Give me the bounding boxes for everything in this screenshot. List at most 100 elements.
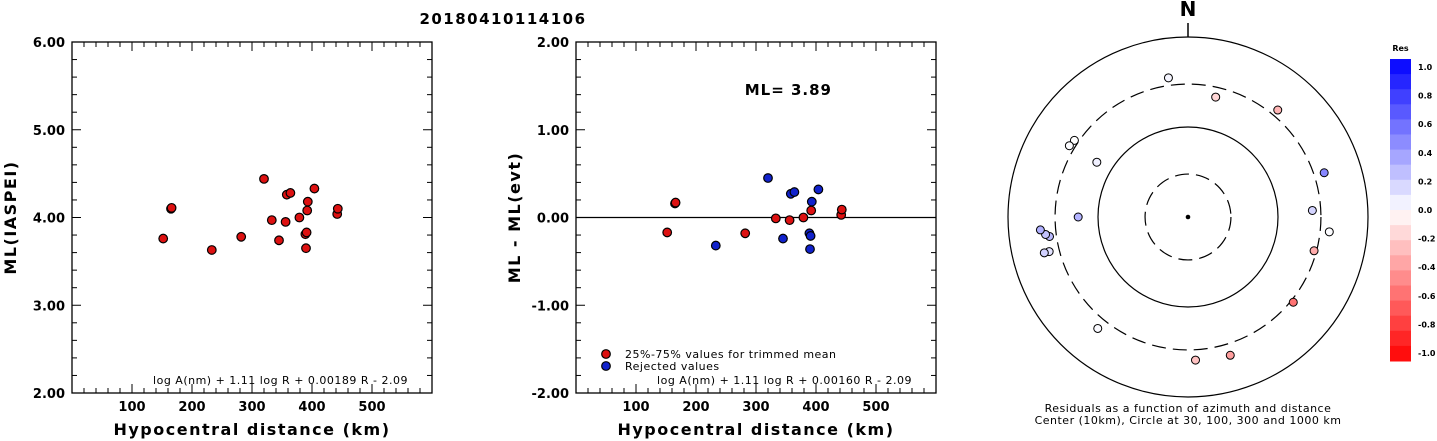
polar-caption-line1: Residuals as a function of azimuth and d… <box>1045 402 1332 415</box>
data-point <box>285 188 296 198</box>
y-axis-label: ML - ML(evt) <box>505 152 524 284</box>
y-tick-label: 2.00 <box>537 36 569 51</box>
colorbar-segment <box>1390 119 1411 135</box>
colorbar-segment <box>1390 74 1411 90</box>
residual-point <box>1073 212 1083 222</box>
plot-frame <box>71 41 433 394</box>
data-point <box>798 212 809 223</box>
colorbar-tick-label: 0.4 <box>1418 149 1433 158</box>
x-tick-label: 100 <box>118 400 145 415</box>
colorbar-segment <box>1390 59 1411 75</box>
data-point <box>206 245 217 255</box>
data-point <box>763 173 773 183</box>
data-point <box>670 197 681 208</box>
residual-point <box>1163 73 1173 83</box>
data-point <box>301 227 312 238</box>
colorbar-tick-label: -0.6 <box>1418 292 1436 301</box>
ml-vs-distance-panel: 100 200 300 400 500 2.00 3.00 4.00 5.00 6.00 Hypoc… <box>1 36 433 439</box>
x-tick-label: 500 <box>358 400 385 415</box>
colorbar-tick-label: -0.4 <box>1418 263 1436 272</box>
data-point <box>805 244 815 254</box>
colorbar-segment <box>1390 270 1411 286</box>
formula-text: log A(nm) + 1.11 log R + 0.00189 R - 2.0… <box>153 374 408 387</box>
x-tick-label: 100 <box>622 400 649 415</box>
polar-caption-line2: Center (10km), Circle at 30, 100, 300 an… <box>1035 414 1342 427</box>
residual-point <box>1309 246 1319 256</box>
data-point <box>266 215 277 226</box>
residual-point <box>1064 141 1074 151</box>
y-tick-label: 3.00 <box>33 299 65 314</box>
data-point <box>302 196 313 207</box>
colorbar-tick-label: 0.2 <box>1418 177 1432 186</box>
colorbar-segment <box>1390 285 1411 302</box>
data-point <box>662 227 673 238</box>
data-point <box>280 216 291 227</box>
data-point <box>778 233 788 244</box>
colorbar-segment <box>1390 89 1411 105</box>
colorbar-segment <box>1390 179 1411 196</box>
residual-point <box>1039 248 1049 258</box>
residual-point <box>1288 297 1298 307</box>
distance-ring <box>1097 126 1279 308</box>
colorbar-segment <box>1390 164 1411 181</box>
x-axis-label: Hypocentral distance (km) <box>113 420 390 439</box>
data-point <box>740 228 751 239</box>
data-point <box>813 184 824 195</box>
distance-ring <box>1144 173 1232 261</box>
legend-marker <box>601 349 611 359</box>
legend-marker <box>601 361 611 371</box>
colorbar-segment <box>1390 194 1411 211</box>
residual-point <box>1273 105 1283 115</box>
residual-point <box>1225 350 1235 360</box>
y-tick-label: 5.00 <box>33 124 65 139</box>
legend-label: 25%-75% values for trimmed mean <box>625 348 837 361</box>
y-tick-label: 2.00 <box>33 387 65 402</box>
colorbar-segment <box>1390 104 1411 120</box>
residual-point <box>1211 92 1221 102</box>
data-point <box>236 231 247 242</box>
y-tick-label: 0.00 <box>537 212 569 227</box>
figure-title: 20180410114106 <box>419 10 586 28</box>
residual-point <box>1035 225 1045 235</box>
residual-point <box>1324 227 1334 237</box>
data-point <box>805 231 816 241</box>
x-tick-label: 200 <box>178 400 205 415</box>
data-point <box>806 196 817 207</box>
residual-point <box>1093 323 1103 333</box>
residual-point <box>1319 168 1329 178</box>
x-tick-label: 300 <box>742 400 769 415</box>
colorbar-tick-label: 0.8 <box>1418 92 1433 101</box>
data-point <box>302 205 313 216</box>
x-tick-label: 200 <box>682 400 709 415</box>
formula-text: log A(nm) + 1.11 log R + 0.00160 R - 2.0… <box>657 374 912 387</box>
colorbar-segment <box>1390 255 1411 271</box>
data-point <box>158 233 169 244</box>
data-point <box>259 173 269 184</box>
data-point <box>806 205 817 216</box>
x-tick-label: 300 <box>238 400 265 415</box>
x-axis-label: Hypocentral distance (km) <box>617 420 894 439</box>
colorbar-tick-label: -1.0 <box>1418 349 1436 358</box>
colorbar-segment <box>1390 134 1411 151</box>
data-point <box>301 243 311 254</box>
colorbar-tick-label: -0.8 <box>1418 320 1436 329</box>
data-point <box>309 183 320 194</box>
colorbar-segment <box>1390 330 1411 347</box>
azimuth-residual-panel: N Residuals as a function of azimuth and … <box>1007 0 1436 427</box>
center-point <box>1185 214 1191 220</box>
colorbar-tick-label: 1.0 <box>1418 63 1433 72</box>
x-tick-label: 400 <box>802 400 829 415</box>
distance-ring <box>1054 83 1322 351</box>
data-point <box>166 202 177 213</box>
colorbar-segment <box>1390 240 1411 256</box>
y-tick-label: -2.00 <box>532 387 569 402</box>
residual-point <box>1069 135 1079 145</box>
colorbar-segment <box>1390 300 1411 317</box>
colorbar-tick-label: 0.6 <box>1418 120 1433 129</box>
legend-label: Rejected values <box>625 360 720 373</box>
residual-point <box>1190 355 1200 365</box>
ml-annotation: ML= 3.89 <box>745 81 832 99</box>
data-point <box>710 240 721 251</box>
colorbar-segment <box>1390 210 1411 226</box>
data-point <box>274 235 284 246</box>
